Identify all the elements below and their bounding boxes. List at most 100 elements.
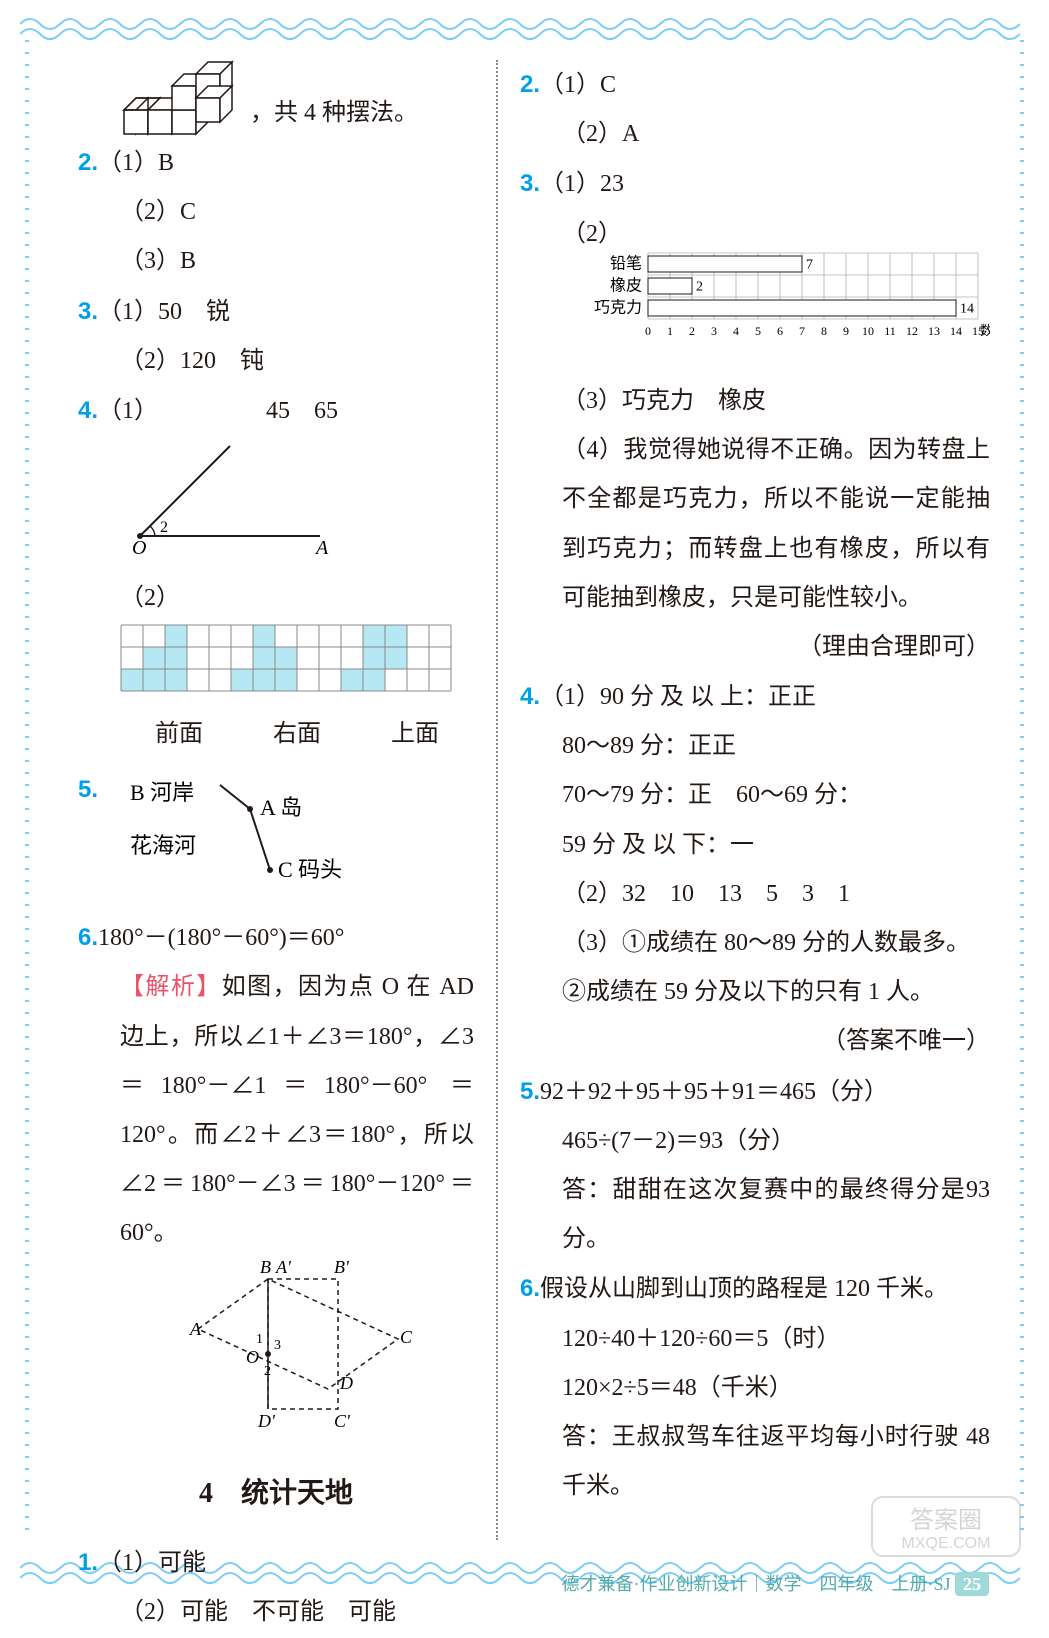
- r-q4-1d: 59 分 及 以 下：一: [520, 821, 990, 870]
- q4-sub1: （1）: [98, 398, 146, 424]
- q2-2: （2）C: [78, 188, 474, 237]
- r-q2-1: 2.（1）C: [520, 60, 990, 110]
- angle-O: O: [132, 537, 146, 556]
- svg-text:0: 0: [645, 324, 651, 338]
- svg-text:10: 10: [862, 324, 874, 338]
- border-wave-left: [20, 40, 34, 1540]
- views-grid: [120, 624, 452, 692]
- views-labels: 前面 右面 上面: [120, 710, 474, 759]
- map-hua: 花海河: [130, 833, 196, 858]
- footer-page: 25: [955, 1572, 989, 1596]
- s4-q1-num: 1.: [78, 1549, 98, 1576]
- column-divider: [496, 60, 498, 1540]
- q2-num: 2.: [78, 149, 98, 176]
- r-q4-3n: （答案不唯一）: [520, 1017, 990, 1066]
- s4-q1-1: 1.（1）可能: [78, 1538, 474, 1588]
- r-q4-2: （2）32 10 13 5 3 1: [520, 870, 990, 919]
- map-b: B 河岸: [130, 780, 194, 805]
- r-q5-a: 92＋92＋95＋95＋91＝465（分）: [540, 1079, 888, 1105]
- svg-text:3: 3: [274, 1338, 281, 1353]
- q6-num: 6.: [78, 924, 98, 951]
- svg-text:3: 3: [711, 324, 717, 338]
- wm-top: 答案圈: [883, 1500, 1009, 1535]
- svg-text:C': C': [334, 1411, 351, 1429]
- map-a: A 岛: [260, 795, 302, 820]
- r-q2-a: （1）C: [540, 72, 616, 98]
- r-q2-num: 2.: [520, 71, 540, 98]
- q4-sub1-vals: 45 65: [266, 398, 338, 424]
- q3-line1: 3.（1）50 锐: [78, 287, 474, 337]
- map-c: C 码头: [278, 857, 342, 882]
- svg-text:8: 8: [821, 324, 827, 338]
- q1-cubes-row: ，共 4 种摆法。: [78, 60, 474, 138]
- column-right: 2.（1）C （2）A 3.（1）23 （2） 铅笔7橡皮2巧克力1401234…: [502, 60, 1008, 1540]
- border-wave-right: [1015, 40, 1029, 1540]
- q6-eq: 180°－(180°－60°)＝60°: [98, 925, 344, 951]
- svg-text:O: O: [246, 1347, 259, 1367]
- r-q4-1: 4.（1）90 分 及 以 上：正正: [520, 672, 990, 722]
- r-q6-3: 120×2÷5＝48（千米）: [520, 1364, 990, 1413]
- q3-1: （1）50 锐: [98, 299, 230, 325]
- svg-text:橡皮: 橡皮: [610, 276, 642, 294]
- r-q2-2: （2）A: [520, 110, 990, 159]
- column-left: ，共 4 种摆法。 2.（1）B （2）C （3）B 3.（1）50 锐 （2）…: [60, 60, 492, 1540]
- svg-text:14: 14: [950, 324, 962, 338]
- r-q5-2: 465÷(7－2)＝93（分）: [520, 1117, 990, 1166]
- svg-text:14: 14: [960, 301, 974, 316]
- r-q4-num: 4.: [520, 683, 540, 710]
- q2-3: （3）B: [78, 237, 474, 286]
- s4-q1-a: （1）可能: [98, 1550, 206, 1576]
- angle-label-2: 2: [160, 519, 168, 536]
- s4-q1-2: （2）可能 不可能 可能: [78, 1588, 474, 1637]
- svg-text:D': D': [257, 1411, 276, 1429]
- angle-figure: 2 O A: [120, 436, 340, 556]
- watermark: 答案圈 MXQE.COM: [871, 1496, 1021, 1566]
- label-front: 前面: [120, 710, 238, 759]
- r-q4-1a: （1）90 分 及 以 上：正正: [540, 684, 816, 710]
- svg-text:2: 2: [264, 1364, 271, 1379]
- angle-A: A: [314, 537, 329, 556]
- svg-text:12: 12: [906, 324, 918, 338]
- q5-num: 5.: [78, 776, 98, 803]
- svg-text:铅笔: 铅笔: [610, 254, 642, 272]
- cubes-icon: [120, 60, 250, 138]
- analysis-label: 【解析】: [120, 974, 222, 1000]
- svg-text:1: 1: [667, 324, 673, 338]
- svg-text:7: 7: [799, 324, 805, 338]
- label-right: 右面: [238, 710, 356, 759]
- svg-text:5: 5: [755, 324, 761, 338]
- svg-text:A: A: [189, 1319, 202, 1339]
- r-q5-3: 答：甜甜在这次复赛中的最终得分是93 分。: [520, 1166, 990, 1264]
- r-q4-3a: （3）①成绩在 80～89 分的人数最多。: [520, 919, 990, 968]
- q5-map: B 河岸 A 岛 花海河 C 码头: [120, 775, 380, 895]
- border-wave-top: [20, 14, 1020, 42]
- r-q6-num: 6.: [520, 1275, 540, 1302]
- svg-text:11: 11: [884, 324, 896, 338]
- q4-line1: 4.（1） 45 65: [78, 386, 474, 436]
- q1-text: ，共 4 种摆法。: [250, 89, 418, 138]
- q6-body: 【解析】如图，因为点 O 在 AD 边上，所以∠1＋∠3＝180°，∠3＝180…: [78, 963, 474, 1258]
- svg-text:C: C: [400, 1327, 413, 1347]
- r-q3-3: （3）巧克力 橡皮: [520, 377, 990, 426]
- section-4-title: 4 统计天地: [78, 1465, 474, 1522]
- r-q6-2: 120÷40＋120÷60＝5（时）: [520, 1315, 990, 1364]
- q6-text: 如图，因为点 O 在 AD 边上，所以∠1＋∠3＝180°，∠3＝180°－∠1…: [120, 974, 474, 1246]
- footer: 德才兼备·作业创新设计｜数学 四年级 上册·SJ 25: [561, 1570, 989, 1596]
- svg-text:7: 7: [806, 257, 813, 272]
- q4-sub2: （2）: [78, 574, 474, 623]
- r-q4-1b: 80～89 分：正正𠄟: [520, 722, 990, 771]
- svg-text:A': A': [275, 1259, 292, 1277]
- svg-text:数量/人: 数量/人: [980, 323, 990, 338]
- r-q3-4: （4）我觉得她说得不正确。因为转盘上不全都是巧克力，所以不能说一定能抽到巧克力；…: [520, 426, 990, 623]
- svg-text:巧克力: 巧克力: [594, 298, 642, 316]
- q3-2: （2）120 钝: [78, 337, 474, 386]
- q4-num: 4.: [78, 397, 98, 424]
- r-q6-1: 6.假设从山脚到山顶的路程是 120 千米。: [520, 1264, 990, 1314]
- r-q3-sub2: （2）: [562, 221, 622, 247]
- r-q4-1c: 70～79 分：正 60～69 分：𠄟: [520, 771, 990, 820]
- r-q4-3b: ②成绩在 59 分及以下的只有 1 人。: [520, 968, 990, 1017]
- svg-text:6: 6: [777, 324, 783, 338]
- svg-text:D: D: [339, 1373, 353, 1393]
- q2-1: （1）B: [98, 150, 174, 176]
- r-q6-a: 假设从山脚到山顶的路程是 120 千米。: [540, 1276, 948, 1302]
